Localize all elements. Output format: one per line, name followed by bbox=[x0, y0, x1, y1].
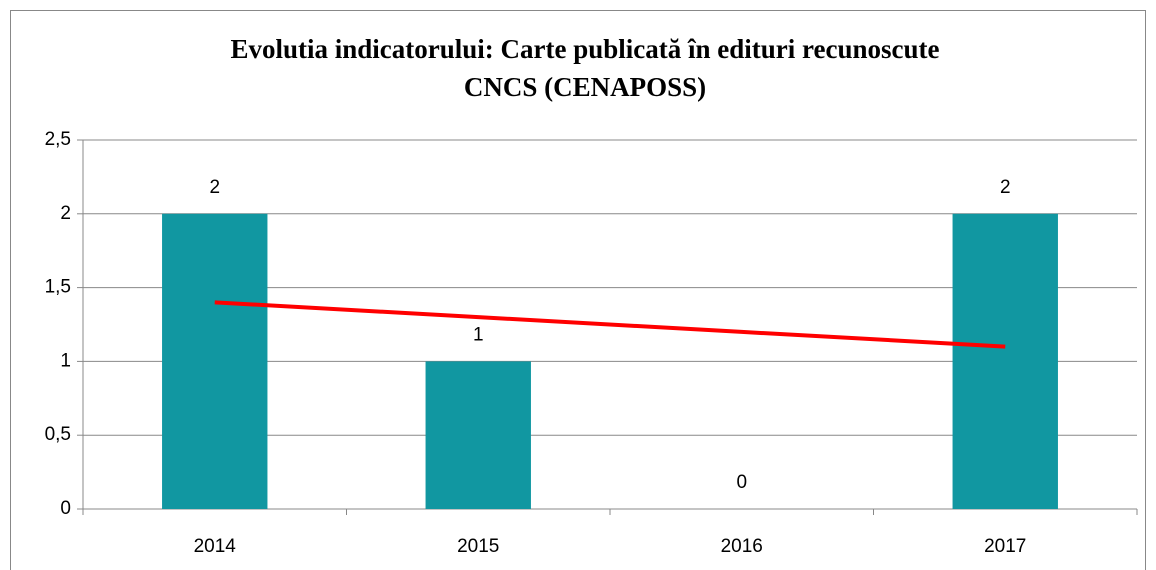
x-tick-label: 2016 bbox=[721, 536, 763, 557]
data-label: 2 bbox=[209, 177, 220, 198]
x-tick-label: 2017 bbox=[984, 536, 1026, 557]
y-tick-label: 2 bbox=[60, 203, 71, 224]
x-tick-label: 2015 bbox=[457, 536, 499, 557]
bar bbox=[162, 213, 268, 510]
y-tick-label: 0,5 bbox=[45, 424, 71, 445]
bar bbox=[425, 361, 531, 509]
y-tick-label: 2,5 bbox=[45, 129, 71, 150]
chart-title: Evolutia indicatorului: Carte publicată … bbox=[230, 34, 939, 64]
chart-title: CNCS (CENAPOSS) bbox=[464, 72, 706, 102]
x-tick-label: 2014 bbox=[194, 536, 237, 557]
y-tick-label: 1,5 bbox=[45, 277, 71, 298]
data-label: 2 bbox=[1000, 177, 1011, 198]
trendline bbox=[214, 300, 1006, 349]
data-label: 0 bbox=[736, 472, 747, 493]
y-tick-label: 1 bbox=[60, 350, 71, 371]
bar bbox=[952, 213, 1058, 510]
y-tick-label: 0 bbox=[60, 498, 71, 519]
data-label: 1 bbox=[473, 324, 484, 345]
